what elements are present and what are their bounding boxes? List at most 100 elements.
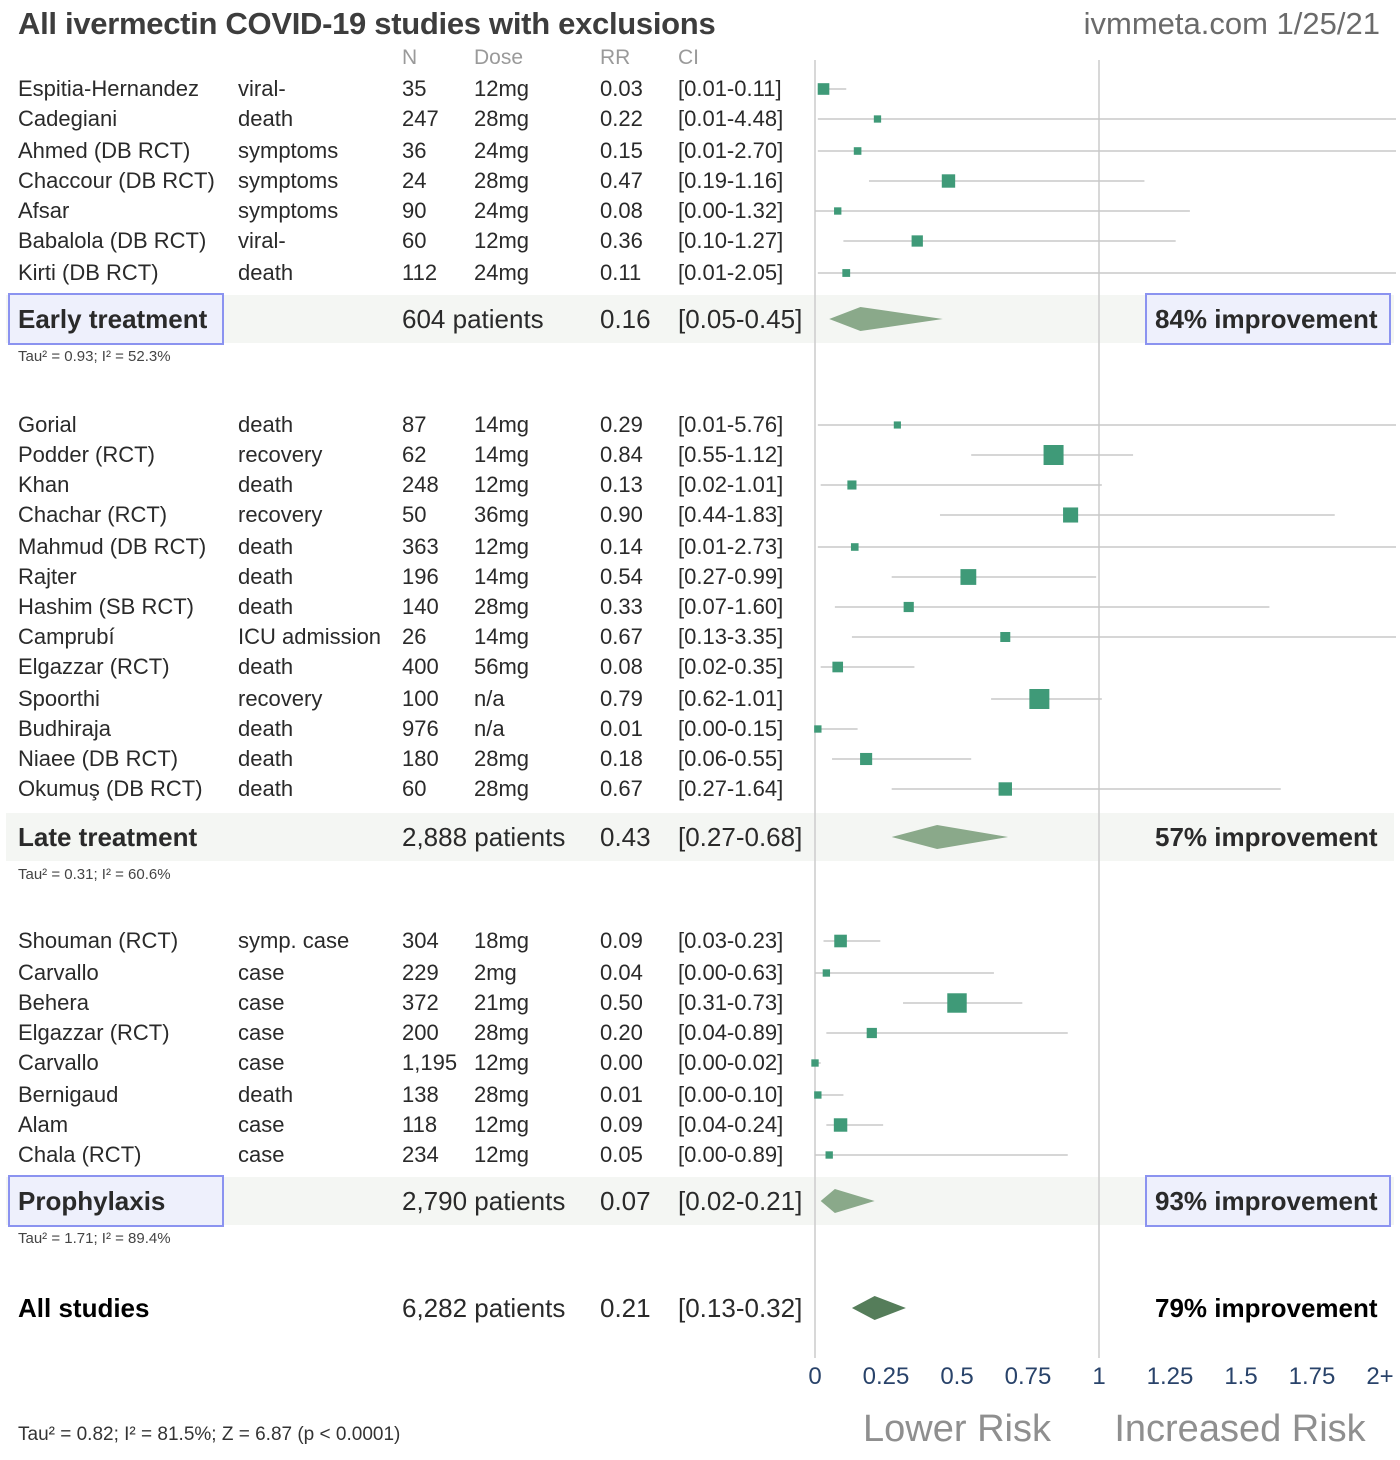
study-outcome: case [238,1020,285,1045]
study-dose: 24mg [474,198,530,223]
study-effect-square [860,752,873,766]
group-heterogeneity: Tau² = 0.31; I² = 60.6% [18,866,171,883]
study-outcome: death [238,534,294,559]
study-outcome: ICU admission [238,624,382,649]
study-rr: 0.00 [600,1050,643,1075]
study-rr: 0.47 [600,168,643,193]
study-n: 229 [402,960,439,985]
study-ci: [0.01-5.76] [678,412,784,437]
study-name: Chachar (RCT) [18,502,168,527]
x-tick-label: 0.5 [940,1363,974,1390]
study-name: Elgazzar (RCT) [18,1020,170,1045]
group-patients: 2,790 patients [402,1186,566,1216]
study-ci: [0.02-0.35] [678,654,784,679]
study-dose: 18mg [474,928,530,953]
study-name: Behera [18,990,89,1015]
study-effect-square [903,601,914,613]
group-label: Prophylaxis [18,1186,166,1216]
group-label: Late treatment [18,822,198,852]
study-outcome: death [238,746,294,771]
group-summary-diamond [820,1189,875,1213]
study-outcome: death [238,472,294,497]
study-ci: [0.00-0.63] [678,960,784,985]
study-name: Elgazzar (RCT) [18,654,170,679]
study-rr: 0.36 [600,228,643,253]
study-effect-square [847,480,857,490]
study-name: Gorial [18,412,77,437]
study-name: Kirti (DB RCT) [18,260,159,285]
study-n: 248 [402,472,439,497]
study-rr: 0.14 [600,534,643,559]
x-tick-label: 0.75 [1004,1363,1052,1390]
study-effect-square [866,1027,877,1039]
group-rr: 0.07 [600,1186,651,1216]
study-effect-square [947,993,967,1013]
group-label-box [8,1175,224,1227]
group-summary-band [6,813,1394,861]
study-ci: [0.10-1.27] [678,228,784,253]
study-rr: 0.67 [600,776,643,801]
group-patients: 604 patients [402,304,544,334]
study-outcome: case [238,1142,285,1167]
study-outcome: recovery [238,442,323,467]
study-ci: [0.07-1.60] [678,594,784,619]
study-effect-square [1029,689,1050,709]
study-rr: 0.22 [600,106,643,131]
study-outcome: death [238,412,294,437]
study-dose: 28mg [474,1020,530,1045]
study-dose: 24mg [474,138,530,163]
study-ci: [0.04-0.89] [678,1020,784,1045]
study-n: 372 [402,990,439,1015]
study-n: 1,195 [402,1050,458,1075]
study-rr: 0.01 [600,716,643,741]
study-rr: 0.11 [600,260,642,285]
study-ci: [0.03-0.23] [678,928,784,953]
study-ci: [0.55-1.12] [678,442,784,467]
overall-rr: 0.21 [600,1293,651,1323]
study-dose: 14mg [474,412,530,437]
x-tick-label: 2+ [1366,1363,1394,1390]
study-dose: 36mg [474,502,530,527]
study-name: Podder (RCT) [18,442,155,467]
study-n: 112 [402,260,438,285]
x-tick-label: 1.25 [1146,1363,1194,1390]
study-dose: 12mg [474,1142,530,1167]
study-outcome: death [238,594,294,619]
study-name: Cadegiani [18,106,118,131]
study-dose: 14mg [474,442,530,467]
study-ci: [0.00-0.15] [678,716,784,741]
study-name: Carvallo [18,960,99,985]
study-n: 118 [402,1112,438,1137]
study-ci: [0.00-0.10] [678,1082,784,1107]
study-effect-square [842,269,851,277]
study-name: Mahmud (DB RCT) [18,534,207,559]
study-n: 196 [402,564,439,589]
study-effect-square [811,1059,819,1067]
study-n: 400 [402,654,439,679]
study-dose: 14mg [474,624,530,649]
overall-label: All studies [18,1293,150,1323]
study-outcome: death [238,776,294,801]
study-n: 87 [402,412,427,437]
study-outcome: death [238,1082,294,1107]
study-n: 200 [402,1020,439,1045]
col-header-n: N [402,46,418,69]
study-n: 234 [402,1142,439,1167]
study-n: 62 [402,442,427,467]
study-ci: [0.13-3.35] [678,624,784,649]
study-outcome: recovery [238,686,323,711]
study-effect-square [1043,445,1064,465]
study-name: Alam [18,1112,69,1137]
study-n: 50 [402,502,427,527]
study-rr: 0.18 [600,746,643,771]
study-ci: [0.44-1.83] [678,502,784,527]
study-outcome: case [238,960,285,985]
study-dose: 12mg [474,76,530,101]
study-rr: 0.05 [600,1142,643,1167]
study-ci: [0.06-0.55] [678,746,784,771]
study-n: 24 [402,168,427,193]
study-outcome: case [238,1050,285,1075]
study-outcome: case [238,990,285,1015]
study-name: Budhiraja [18,716,111,741]
study-outcome: death [238,716,294,741]
